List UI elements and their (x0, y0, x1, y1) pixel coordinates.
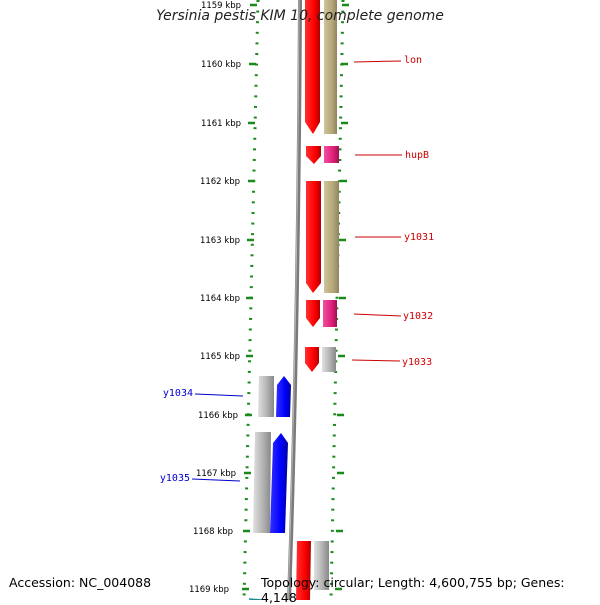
gene-label-y1035[interactable]: y1035 (160, 473, 190, 484)
leader-lines (191, 60, 402, 482)
gene-arrow-bottom[interactable] (296, 541, 311, 600)
forward-genes (296, 0, 321, 600)
kbp-label: 1163 kbp (200, 236, 240, 246)
gene-arrow-y1031[interactable] (306, 181, 321, 293)
gene-arrow-y1032[interactable] (306, 300, 320, 327)
scale-track-right (329, 0, 345, 600)
backbone-highlight (287, 0, 300, 600)
leader-y1033 (351, 359, 401, 362)
gene-label-y1034[interactable]: y1034 (163, 388, 193, 399)
map-title: Yersinia pestis KIM 10, complete genome (156, 8, 444, 24)
reverse-genes (253, 376, 291, 533)
cds-block-y1032[interactable] (323, 300, 337, 327)
scale-track-left (242, 0, 260, 600)
gene-label-y1032[interactable]: y1032 (403, 311, 433, 322)
gene-label-y1033[interactable]: y1033 (402, 357, 432, 368)
kbp-label: 1169 kbp (189, 585, 229, 595)
kbp-label: 1164 kbp (200, 294, 240, 304)
genome-backbone (287, 0, 302, 600)
kbp-label: 1161 kbp (201, 119, 241, 129)
leader-lon (353, 60, 402, 63)
kbp-labels: 1159 kbp 1160 kbp 1161 kbp 1162 kbp 1163… (189, 1, 241, 595)
cds-block-y1033[interactable] (322, 347, 336, 372)
leader-y1032 (353, 313, 402, 317)
gene-arrow-y1034[interactable] (276, 376, 291, 417)
cds-track (314, 0, 339, 590)
cds-block-lon[interactable] (324, 0, 337, 134)
kbp-ticks (242, 3, 257, 591)
gene-arrow-lon[interactable] (305, 0, 320, 134)
cds-block-y1034[interactable] (258, 376, 274, 417)
gene-arrow-y1035[interactable] (270, 433, 288, 533)
leader-y1035 (191, 478, 241, 482)
gene-label-y1031[interactable]: y1031 (404, 232, 434, 243)
right-ticks (335, 3, 349, 591)
kbp-label: 1168 kbp (193, 527, 233, 537)
gene-label-lon[interactable]: lon (404, 55, 422, 66)
accession-text: Accession: NC_004088 (9, 575, 152, 590)
leader-y1034 (194, 393, 244, 397)
kbp-label: 1165 kbp (200, 352, 240, 362)
gene-label-hupB[interactable]: hupB (405, 150, 429, 161)
cds-block-bottom[interactable] (314, 541, 329, 590)
cds-block-y1035[interactable] (253, 432, 271, 533)
gene-arrow-hupB[interactable] (306, 146, 321, 164)
scale-dots-left (242, 0, 260, 600)
kbp-label: 1162 kbp (200, 177, 240, 187)
gene-labels: lon hupB y1031 y1032 y1033 y1034 y1035 (160, 55, 434, 484)
kbp-label: 1166 kbp (198, 411, 238, 421)
topology-text: Topology: circular; Length: 4,600,755 bp… (261, 575, 565, 605)
scale-dots-right (329, 0, 345, 600)
cds-block-hupB[interactable] (324, 146, 339, 163)
kbp-label: 1159 kbp (201, 1, 241, 11)
kbp-label: 1160 kbp (201, 60, 241, 70)
gene-arrow-y1033[interactable] (305, 347, 319, 372)
kbp-label: 1167 kbp (196, 469, 236, 479)
cds-block-y1031[interactable] (324, 181, 339, 293)
